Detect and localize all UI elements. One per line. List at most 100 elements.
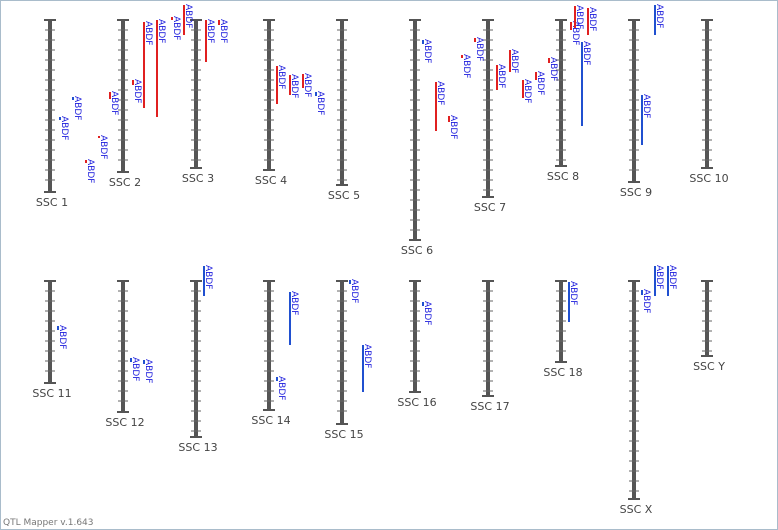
qtl-label: ABDF	[654, 4, 664, 28]
qtl-label: ABDF	[509, 49, 519, 73]
chromosome-cap	[263, 280, 275, 282]
qtl-label: ABDF	[156, 19, 166, 43]
chromosome-cap	[555, 165, 567, 167]
chromosome-cap	[409, 391, 421, 393]
qtl-label: ABDF	[315, 91, 325, 115]
qtl-label: ABDF	[171, 16, 181, 40]
qtl-label: ABDF	[570, 21, 580, 45]
chromosome-label: SSC 1	[36, 196, 68, 209]
chromosome-label: SSC 5	[328, 189, 360, 202]
chromosome-label: SSC 13	[178, 441, 217, 454]
qtl-label: ABDF	[59, 116, 69, 140]
chromosome-cap	[190, 19, 202, 21]
qtl-label: ABDF	[641, 94, 651, 118]
qtl-label: ABDF	[422, 39, 432, 63]
chromosome-label: SSC 7	[474, 201, 506, 214]
chromosome	[267, 20, 271, 170]
qtl-label: ABDF	[143, 21, 153, 45]
qtl-label: ABDF	[667, 265, 677, 289]
chromosome-cap	[117, 19, 129, 21]
chromosome-cap	[628, 19, 640, 21]
qtl-label: ABDF	[109, 91, 119, 115]
chromosome-cap	[44, 19, 56, 21]
chromosome-cap	[701, 355, 713, 357]
qtl-label: ABDF	[522, 79, 532, 103]
chromosome-cap	[409, 239, 421, 241]
chromosome-cap	[117, 280, 129, 282]
chromosome-label: SSC 18	[543, 366, 582, 379]
chromosome-label: SSC 8	[547, 170, 579, 183]
chromosome-cap	[701, 280, 713, 282]
qtl-label: ABDF	[85, 159, 95, 183]
chromosome-label: SSC 16	[397, 396, 436, 409]
chromosome	[632, 281, 636, 499]
qtl-label: ABDF	[98, 135, 108, 159]
qtl-label: ABDF	[276, 376, 286, 400]
chromosome-label: SSC 14	[251, 414, 290, 427]
chromosome-cap	[482, 395, 494, 397]
chromosome-cap	[190, 436, 202, 438]
chromosome-cap	[336, 19, 348, 21]
chromosome-cap	[409, 19, 421, 21]
chromosome-label: SSC 12	[105, 416, 144, 429]
chromosome	[486, 20, 490, 197]
chromosome-cap	[263, 409, 275, 411]
qtl-label: ABDF	[581, 41, 591, 65]
chromosome-cap	[628, 280, 640, 282]
qtl-label: ABDF	[448, 115, 458, 139]
chromosome	[340, 20, 344, 185]
chromosome-label: SSC X	[620, 503, 653, 516]
chromosome	[486, 281, 490, 396]
qtl-label: ABDF	[218, 19, 228, 43]
footer: QTL Mapper v.1.643	[3, 518, 94, 528]
chromosome-cap	[44, 191, 56, 193]
qtl-label: ABDF	[276, 65, 286, 89]
chromosome-cap	[628, 181, 640, 183]
qtl-label: ABDF	[302, 73, 312, 97]
chromosome-label: SSC Y	[693, 360, 725, 373]
chromosome-cap	[44, 382, 56, 384]
chromosome-label: SSC 15	[324, 428, 363, 441]
chromosome-cap	[263, 169, 275, 171]
qtl-label: ABDF	[461, 54, 471, 78]
chromosome	[340, 281, 344, 424]
qtl-label: ABDF	[132, 79, 142, 103]
chromosome-label: SSC 10	[689, 172, 728, 185]
qtl-label: ABDF	[474, 37, 484, 61]
chromosome	[267, 281, 271, 410]
chromosome-label: SSC 11	[32, 387, 71, 400]
qtl-label: ABDF	[535, 71, 545, 95]
chromosome-cap	[482, 196, 494, 198]
qtl-label: ABDF	[568, 281, 578, 305]
chromosome	[413, 281, 417, 392]
chromosome-cap	[117, 171, 129, 173]
chromosome-cap	[701, 167, 713, 169]
qtl-label: ABDF	[57, 325, 67, 349]
chromosome-cap	[409, 280, 421, 282]
chromosome-cap	[336, 184, 348, 186]
chromosome-cap	[555, 19, 567, 21]
chromosome-cap	[44, 280, 56, 282]
chromosome	[705, 281, 709, 356]
chromosome	[559, 20, 563, 166]
qtl-label: ABDF	[289, 291, 299, 315]
chromosome	[194, 20, 198, 168]
chromosome	[121, 20, 125, 172]
chromosome	[121, 281, 125, 412]
qtl-label: ABDF	[574, 5, 584, 29]
qtl-label: ABDF	[72, 96, 82, 120]
qtl-label: ABDF	[183, 4, 193, 28]
chromosome-cap	[263, 19, 275, 21]
chromosome-label: SSC 17	[470, 400, 509, 413]
qtl-label: ABDF	[362, 344, 372, 368]
chromosome	[48, 281, 52, 383]
chromosome-cap	[482, 19, 494, 21]
chromosome-cap	[482, 280, 494, 282]
qtl-label: ABDF	[205, 19, 215, 43]
chromosome-cap	[190, 280, 202, 282]
chromosome-cap	[336, 280, 348, 282]
chromosome-cap	[628, 498, 640, 500]
